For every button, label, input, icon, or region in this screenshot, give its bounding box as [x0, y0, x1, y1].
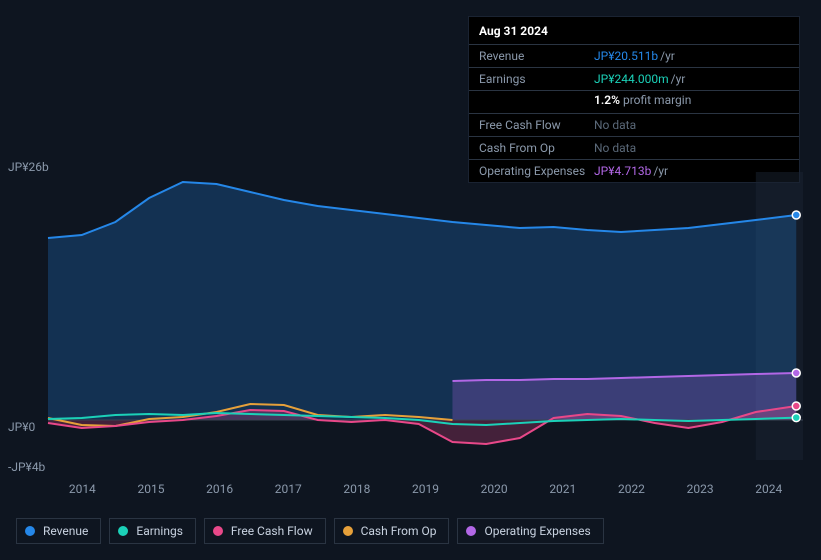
chart-area[interactable]: [16, 160, 805, 510]
x-axis-label: 2016: [185, 482, 254, 496]
legend-swatch: [118, 526, 128, 536]
series-marker-free-cash-flow: [792, 402, 800, 410]
data-tooltip: Aug 31 2024 RevenueJP¥20.511b /yrEarning…: [468, 16, 800, 183]
tooltip-row: RevenueJP¥20.511b /yr: [469, 45, 799, 68]
tooltip-unit: /yr: [671, 72, 686, 86]
legend-swatch: [343, 526, 353, 536]
tooltip-value: JP¥20.511b: [594, 49, 658, 63]
legend-item[interactable]: Operating Expenses: [457, 518, 603, 544]
x-axis-label: 2023: [666, 482, 735, 496]
x-axis-label: 2022: [597, 482, 666, 496]
x-axis-label: 2019: [391, 482, 460, 496]
x-axis-label: 2017: [254, 482, 323, 496]
legend-swatch: [25, 526, 35, 536]
x-axis-label: 2014: [48, 482, 117, 496]
legend-label: Revenue: [43, 524, 88, 538]
tooltip-unit: /yr: [660, 49, 675, 63]
tooltip-label: Cash From Op: [479, 141, 594, 155]
tooltip-label: Revenue: [479, 49, 594, 63]
tooltip-row: EarningsJP¥244.000m /yr: [469, 68, 799, 91]
tooltip-date: Aug 31 2024: [469, 17, 799, 45]
tooltip-subrow: 1.2% profit margin: [469, 91, 799, 114]
legend-item[interactable]: Cash From Op: [334, 518, 450, 544]
x-axis-label: 2018: [323, 482, 392, 496]
tooltip-row: Cash From OpNo data: [469, 137, 799, 160]
x-axis-label: 2020: [460, 482, 529, 496]
x-axis-labels: 2014201520162017201820192020202120222023…: [48, 482, 803, 496]
x-axis-label: 2021: [528, 482, 597, 496]
x-axis-label: 2024: [734, 482, 803, 496]
tooltip-value: No data: [594, 118, 636, 132]
legend-label: Operating Expenses: [484, 524, 590, 538]
tooltip-row: Free Cash FlowNo data: [469, 114, 799, 137]
legend-label: Earnings: [136, 524, 183, 538]
x-axis-label: 2015: [117, 482, 186, 496]
legend-swatch: [466, 526, 476, 536]
tooltip-value: JP¥244.000m: [594, 72, 669, 86]
series-marker-revenue: [792, 211, 800, 219]
legend-item[interactable]: Earnings: [109, 518, 196, 544]
tooltip-label: Earnings: [479, 72, 594, 86]
series-marker-earnings: [792, 414, 800, 422]
tooltip-value: No data: [594, 141, 636, 155]
tooltip-label: Free Cash Flow: [479, 118, 594, 132]
legend-swatch: [213, 526, 223, 536]
legend-label: Cash From Op: [361, 524, 437, 538]
legend: Revenue Earnings Free Cash Flow Cash From O…: [16, 518, 604, 544]
legend-item[interactable]: Free Cash Flow: [204, 518, 326, 544]
legend-item[interactable]: Revenue: [16, 518, 101, 544]
legend-label: Free Cash Flow: [231, 524, 313, 538]
series-marker-operating-expenses: [792, 369, 800, 377]
